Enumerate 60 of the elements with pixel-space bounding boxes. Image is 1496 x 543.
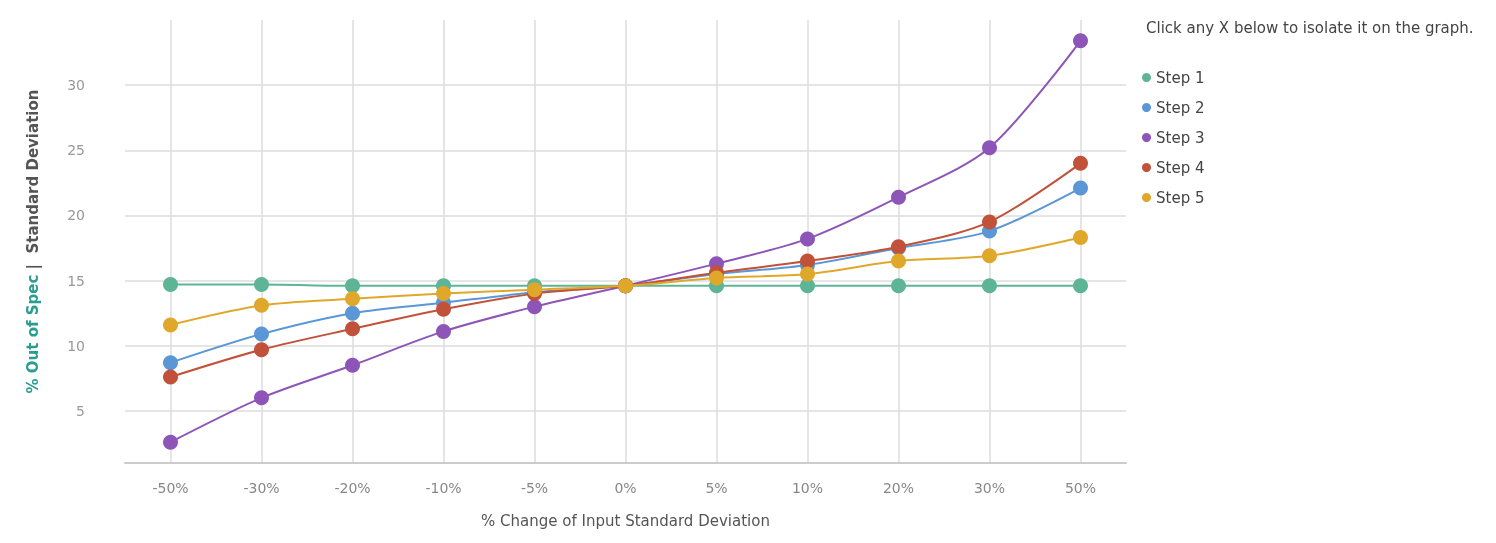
point — [254, 390, 269, 406]
point — [254, 342, 269, 358]
point — [1073, 180, 1088, 196]
point — [436, 301, 451, 317]
x-tick-label: -30% — [243, 480, 280, 496]
point — [163, 277, 178, 292]
point — [345, 278, 360, 294]
legend-label: Step 1 — [1156, 68, 1205, 87]
x-tick-label: 30% — [973, 480, 1006, 496]
x-tick-label: 20% — [882, 480, 915, 496]
point — [436, 323, 451, 339]
point — [254, 326, 269, 342]
point — [1073, 230, 1088, 246]
point — [1073, 155, 1088, 171]
x-tick-label: -5% — [520, 480, 549, 496]
point — [982, 214, 997, 230]
point — [1073, 278, 1088, 294]
point — [982, 140, 997, 156]
point — [982, 278, 997, 294]
y-tick-label: 25 — [67, 142, 85, 159]
x-tick-label: -50% — [152, 480, 189, 496]
x-axis-title: % Change of Input Standard Deviation — [481, 511, 770, 530]
legend-label: Step 2 — [1156, 98, 1205, 117]
y-tick-label: 10 — [67, 337, 85, 354]
legend-label: Step 4 — [1156, 158, 1205, 177]
point — [345, 305, 360, 321]
point — [254, 277, 269, 292]
x-tick-label: 50% — [1064, 480, 1097, 496]
point — [709, 270, 724, 286]
y-tick-label: 30 — [67, 77, 85, 94]
y-tick-label: 20 — [67, 207, 85, 224]
x-tick-label: -10% — [425, 480, 462, 496]
x-tick-label: 0% — [614, 480, 637, 496]
legend-label: Step 5 — [1156, 188, 1205, 207]
point — [800, 253, 815, 269]
point — [527, 299, 542, 315]
point — [800, 231, 815, 247]
y-tick-label: 15 — [67, 272, 85, 289]
point — [345, 321, 360, 337]
legend-label: Step 3 — [1156, 128, 1205, 147]
point — [254, 297, 269, 313]
point — [1073, 33, 1088, 49]
x-tick-label: 5% — [705, 480, 728, 496]
point — [345, 357, 360, 373]
point — [800, 266, 815, 282]
point — [163, 355, 178, 371]
point — [891, 253, 906, 269]
x-tick-label: 10% — [791, 480, 824, 496]
point — [163, 317, 178, 333]
point — [345, 291, 360, 307]
x-tick-label: -20% — [334, 480, 371, 496]
point — [982, 248, 997, 264]
y-axis-title: % Out of Spec | Standard Deviation — [23, 89, 43, 394]
legend-title: Click any X below to isolate it on the graph. — [1146, 18, 1474, 37]
point — [163, 369, 178, 385]
point — [436, 286, 451, 302]
point — [891, 189, 906, 205]
point — [163, 434, 178, 450]
y-tick-label: 5 — [76, 402, 85, 419]
point — [891, 278, 906, 294]
